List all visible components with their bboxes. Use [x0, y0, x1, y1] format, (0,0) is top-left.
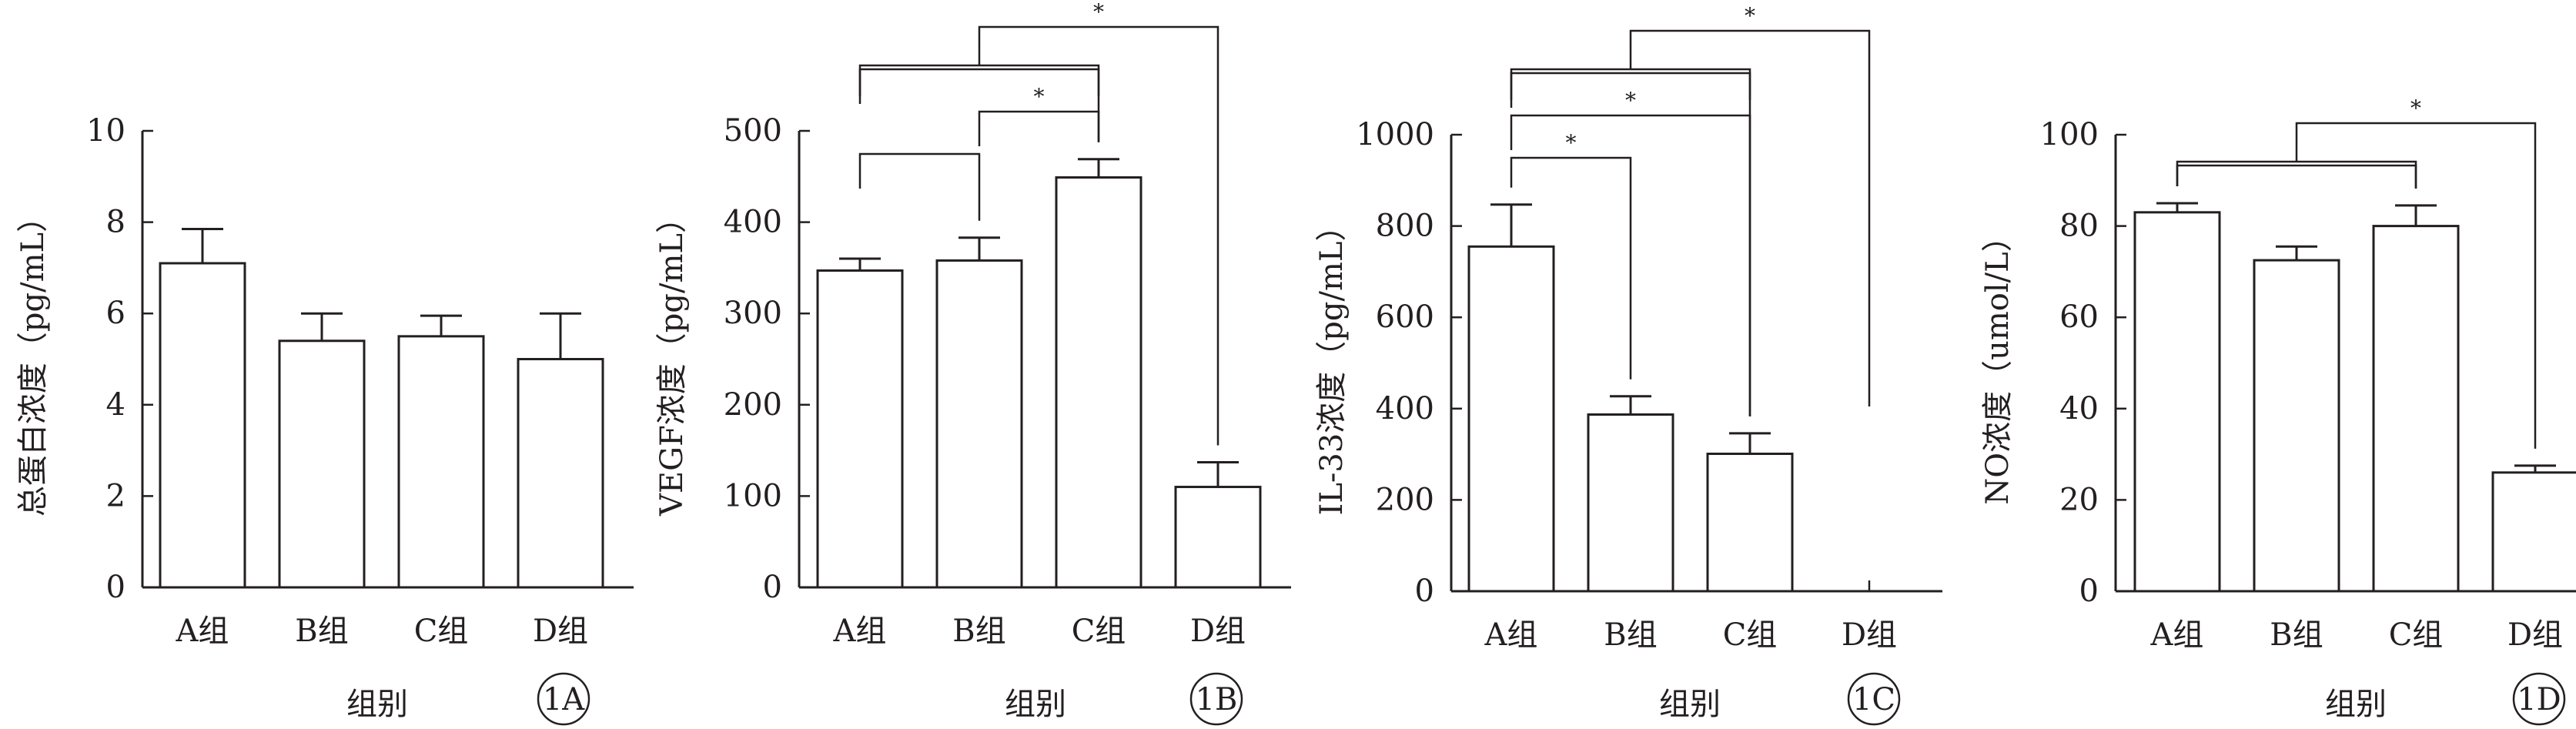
significance-bracket: [1629, 29, 1871, 406]
bar-3: [1055, 176, 1142, 589]
category-label-4: D组: [1842, 617, 1897, 653]
panel-tag-circle: [2512, 672, 2566, 726]
y-tick-label: 400: [1376, 391, 1434, 426]
y-tick-label: 1000: [1356, 117, 1434, 152]
y-tick-label: 100: [2040, 117, 2099, 152]
panel-tag-circle: [1189, 672, 1243, 726]
bar-1: [816, 269, 904, 589]
bar-4: [1174, 486, 1262, 589]
significance-label: *: [2410, 95, 2421, 121]
significance-label: *: [1625, 88, 1636, 113]
y-tick-label: 600: [1376, 299, 1434, 335]
x-axis-title: 组别: [1659, 687, 1721, 722]
bar-1: [159, 262, 246, 589]
bar-3: [397, 335, 485, 589]
panel-tag-circle: [537, 672, 590, 726]
x-axis-title: 组别: [346, 687, 408, 722]
y-axis-title: 总蛋白浓度（pg/mL）: [15, 202, 51, 517]
y-tick-label: 300: [724, 296, 782, 331]
significance-bracket: [858, 152, 981, 221]
y-axis-title: NO浓度（umol/L）: [1980, 221, 2016, 504]
significance-bracket: [978, 110, 1100, 146]
category-label-3: C组: [2389, 617, 2444, 653]
chart-panel-1b: 0 100 200 300 400 500 A组 B组 C组 D组 VEGF浓度（pg/mL） 组别 1…: [654, 0, 1291, 726]
panel-tag: 1A: [543, 682, 585, 717]
category-label-4: D组: [533, 614, 588, 649]
y-tick-label: 4: [106, 387, 125, 423]
category-label-2: B组: [295, 614, 348, 649]
y-tick-label: 0: [2079, 574, 2099, 609]
y-tick-label: 0: [1415, 574, 1434, 609]
category-label-1: A组: [1484, 617, 1538, 653]
x-axis-title: 组别: [2325, 687, 2387, 722]
y-tick-label: 8: [106, 205, 125, 240]
chart-panel-1a: 0 2 4 6 8 10 A组 B组 C组 D组 总蛋白浓度（pg/mL） 组别 1A: [15, 113, 634, 726]
bar-2: [1587, 413, 1674, 593]
bar-1: [1467, 245, 1555, 593]
bar-4: [517, 358, 604, 589]
bar-4: [2491, 471, 2576, 593]
chart-panel-1d: 0 20 40 60 80 100 A组 B组 C组 D组 NO浓度（umol/L） 组别 1D *: [1980, 95, 2576, 726]
y-tick-label: 0: [763, 570, 782, 605]
category-label-2: B组: [952, 614, 1005, 649]
panel-tag: 1D: [2517, 682, 2561, 717]
significance-label: *: [1745, 3, 1755, 28]
bar-2: [935, 259, 1023, 589]
significance-bracket: [2176, 164, 2417, 189]
bar-3: [1706, 453, 1794, 593]
panel-tag: 1C: [1852, 682, 1895, 717]
y-tick-label: 500: [724, 113, 782, 149]
category-label-3: C组: [1723, 617, 1778, 653]
bar-1: [2133, 211, 2221, 593]
significance-label: *: [1034, 84, 1045, 109]
y-tick-label: 2: [106, 478, 125, 513]
x-axis-title: 组别: [1005, 687, 1066, 722]
y-tick-label: 0: [106, 570, 125, 605]
y-tick-label: 80: [2059, 209, 2099, 244]
y-axis-title: VEGF浓度（pg/mL）: [654, 202, 690, 517]
category-label-1: A组: [2150, 617, 2204, 653]
y-tick-label: 40: [2059, 391, 2099, 426]
y-tick-label: 20: [2059, 482, 2099, 517]
panel-tag-circle: [1847, 672, 1901, 726]
y-tick-label: 400: [724, 205, 782, 240]
significance-bracket: [2295, 122, 2537, 449]
bar-2: [278, 339, 366, 589]
y-tick-label: 200: [1376, 482, 1434, 517]
significance-bracket: [978, 25, 1219, 446]
y-tick-label: 800: [1376, 209, 1434, 244]
y-tick-label: 6: [106, 296, 125, 331]
category-label-3: C组: [1072, 614, 1126, 649]
category-label-1: A组: [833, 614, 887, 649]
y-tick-label: 60: [2059, 299, 2099, 335]
y-tick-label: 200: [724, 387, 782, 423]
significance-label: *: [1566, 130, 1577, 155]
bar-3: [2372, 225, 2460, 593]
significance-bracket: [1510, 156, 1632, 380]
category-label-3: C组: [414, 614, 469, 649]
category-label-2: B组: [1604, 617, 1657, 653]
bar-2: [2253, 259, 2340, 593]
y-axis-title: IL-33浓度（pg/mL）: [1314, 211, 1350, 516]
y-tick-label: 100: [724, 478, 782, 513]
y-tick-label: 10: [86, 113, 125, 149]
category-label-1: A组: [176, 614, 229, 649]
panel-tag: 1B: [1196, 682, 1238, 717]
category-label-4: D组: [2507, 617, 2563, 653]
category-label-4: D组: [1190, 614, 1246, 649]
category-label-2: B组: [2270, 617, 2323, 653]
significance-label: *: [1093, 0, 1104, 25]
chart-panel-1c: 0 200 400 600 800 1000 A组 B组 C组 D组 IL-33浓度（pg/mL） 组…: [1314, 3, 1942, 726]
